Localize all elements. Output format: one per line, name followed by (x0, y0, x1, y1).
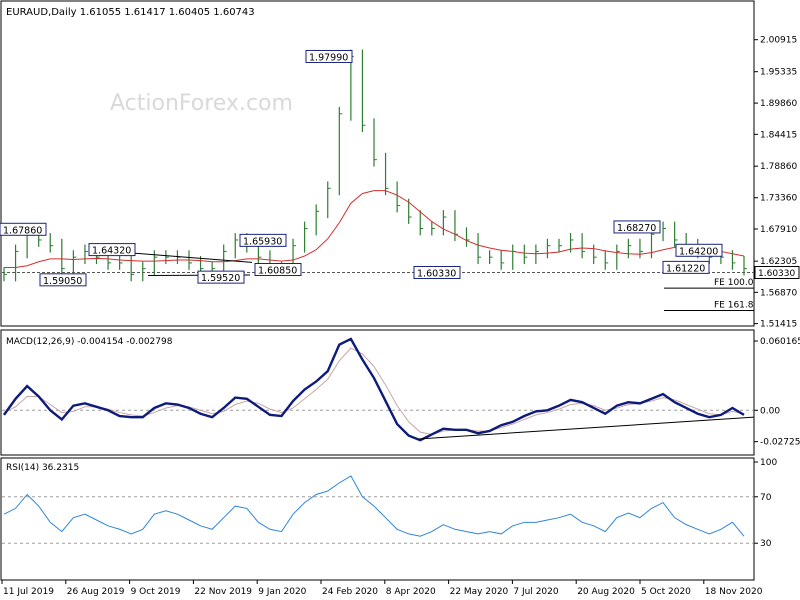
macd-lines (2, 337, 755, 442)
rsi-title: RSI(14) 36.2315 (6, 463, 79, 473)
price-label-box (305, 49, 353, 63)
x-tick-label: 8 Apr 2020 (386, 587, 436, 597)
macd-y-axis: 0.060165 0.00 -0.02725 (754, 337, 800, 448)
price-label-box (662, 260, 710, 274)
current-price-box (754, 265, 800, 279)
price-label: 1.61220 (666, 263, 705, 274)
rsi-panel-frame (0, 457, 755, 581)
price-tick-label: 1.73360 (760, 194, 797, 204)
x-tick-label: 22 Nov 2019 (194, 587, 252, 597)
rsi-tick-label: 70 (760, 493, 772, 503)
price-label: 1.59520 (201, 273, 240, 284)
x-tick-label: 5 Oct 2020 (641, 587, 691, 597)
x-tick-label: 7 Jul 2020 (513, 587, 558, 597)
x-tick-label: 22 May 2020 (450, 587, 509, 597)
price-label-box (254, 263, 302, 277)
x-tick-label: 20 Aug 2020 (577, 587, 635, 597)
price-tick-label: 1.95335 (760, 68, 797, 78)
price-panel-frame (0, 0, 755, 327)
price-label: 1.59050 (43, 276, 82, 287)
watermark: ActionForex.com (110, 91, 293, 116)
x-tick-label: 26 Aug 2019 (67, 587, 125, 597)
price-label-box (39, 273, 87, 287)
macd-title: MACD(12,26,9) -0.004154 -0.002798 (6, 337, 173, 347)
rsi-line (3, 475, 745, 537)
price-tick-label: 1.89860 (760, 99, 797, 109)
macd-trendline (417, 416, 755, 440)
price-labels: 1.67860 1.59050 1.64320 1.59520 1.65930 1.608… (0, 49, 723, 287)
price-label-box (239, 233, 287, 247)
price-label: 1.65930 (243, 236, 282, 247)
fe-label: FE 161.8 (714, 301, 754, 311)
price-tick-label: 1.62305 (760, 257, 797, 267)
price-label-box (197, 270, 245, 284)
price-tick-label: 1.78860 (760, 162, 797, 172)
price-tick-label: 1.56870 (760, 288, 797, 298)
price-label-box (0, 222, 47, 236)
price-label: 1.68270 (617, 223, 656, 234)
x-tick-label: 18 Nov 2020 (705, 587, 763, 597)
rsi-tick-label: 30 (760, 539, 772, 549)
price-label-box (88, 243, 136, 257)
current-price-label: 1.60330 (758, 269, 795, 279)
price-label-box (675, 243, 723, 257)
macd-line (3, 337, 745, 442)
price-label: 1.60330 (417, 268, 456, 279)
macd-tick-label: -0.02725 (760, 438, 800, 448)
macd-tick-label: 0.00 (760, 406, 780, 416)
price-label: 1.67860 (3, 225, 42, 236)
price-label: 1.64200 (679, 246, 718, 257)
x-tick-label: 11 Jul 2019 (3, 587, 54, 597)
sma-line (4, 190, 745, 268)
price-label: 1.64320 (92, 246, 131, 257)
price-label-box (413, 265, 461, 279)
rsi-lines (2, 475, 754, 544)
price-label-box (613, 220, 661, 234)
rsi-y-axis: 100 70 30 (754, 458, 777, 549)
price-y-axis: 2.00915 1.95335 1.89860 1.84415 1.78860 1.733… (754, 36, 800, 330)
date-x-axis: 11 Jul 2019 26 Aug 2019 9 Oct 2019 22 Nov 2… (1, 580, 763, 597)
rsi-tick-label: 100 (760, 458, 777, 468)
x-tick-label: 9 Oct 2019 (131, 587, 181, 597)
x-tick-label: 24 Feb 2020 (322, 587, 378, 597)
macd-tick-label: 0.060165 (760, 337, 800, 347)
price-label: 1.97990 (309, 52, 348, 63)
macd-signal-line (3, 347, 745, 435)
fe-label: FE 100.0 (714, 278, 754, 288)
price-tick-label: 1.84415 (760, 130, 797, 140)
price-label: 1.60850 (258, 266, 297, 277)
price-tick-label: 1.51415 (760, 320, 797, 330)
x-tick-label: 9 Jan 2020 (258, 587, 306, 597)
macd-panel-frame (0, 329, 755, 456)
price-tick-label: 2.00915 (760, 36, 797, 46)
price-tick-label: 1.67910 (760, 225, 797, 235)
chart-title: EURAUD,Daily 1.61055 1.61417 1.60405 1.6… (6, 7, 255, 18)
